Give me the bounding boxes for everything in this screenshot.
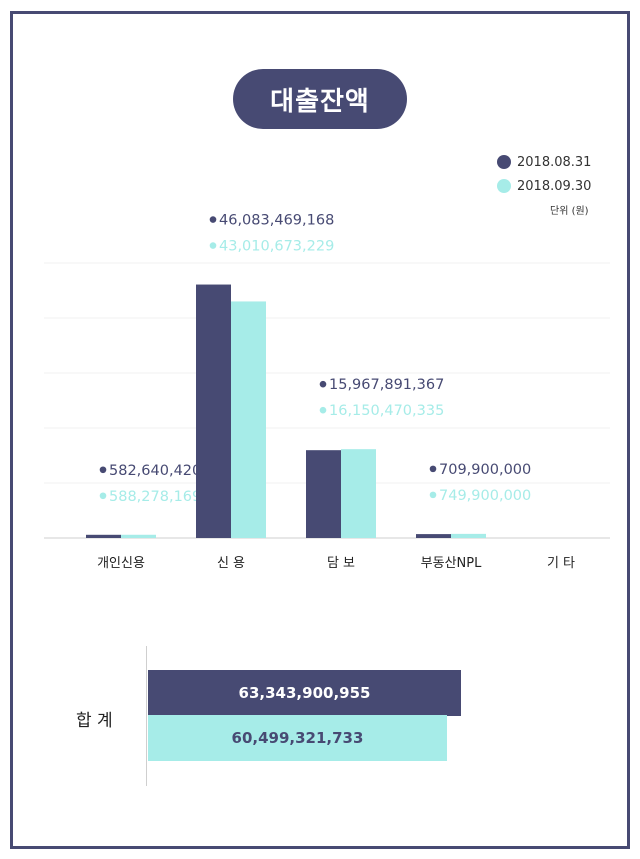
- data-label: 46,083,469,168: [219, 213, 334, 229]
- total-bar-series2: 60,499,321,733: [148, 715, 447, 761]
- x-tick-label: 개인신용: [97, 556, 145, 571]
- data-label-dot: [429, 465, 437, 473]
- data-label: 43,010,673,229: [219, 239, 334, 255]
- data-label-dot: [99, 492, 107, 500]
- bar-1-0: [86, 534, 121, 538]
- legend-label-series1: 2018.08.31: [517, 154, 592, 170]
- totals-label: 합 계: [76, 711, 113, 731]
- bar-2-0: [121, 534, 156, 538]
- total-value-series1: 63,343,900,955: [238, 684, 371, 702]
- bar-2-3: [451, 533, 486, 538]
- data-label: 16,150,470,335: [329, 403, 444, 419]
- data-label: 582,640,420: [109, 463, 201, 479]
- data-label-dot: [429, 491, 437, 499]
- data-label-dot: [319, 406, 327, 414]
- legend-item-series2: 2018.09.30: [497, 174, 591, 198]
- x-tick-label: 기 타: [547, 556, 575, 571]
- legend-item-series1: 2018.08.31: [497, 150, 591, 174]
- data-label-dot: [209, 216, 217, 223]
- data-label-dot: [209, 242, 217, 249]
- legend: 2018.08.31 2018.09.30: [497, 150, 591, 198]
- total-bar-series1: 63,343,900,955: [148, 670, 461, 716]
- data-label: 709,900,000: [439, 462, 531, 478]
- x-tick-label: 부동산NPL: [421, 556, 482, 571]
- bar-chart: 개인신용 582,640,420 588,278,169 신 용 46,083,469,…: [44, 213, 610, 571]
- legend-swatch-series2: [497, 179, 511, 193]
- bar-1-1: [196, 284, 231, 538]
- bar-1-3: [416, 534, 451, 538]
- data-label-dot: [319, 380, 327, 388]
- bar-2-1: [231, 301, 266, 538]
- bar-1-2: [306, 450, 341, 538]
- legend-swatch-series1: [497, 155, 511, 169]
- total-value-series2: 60,499,321,733: [231, 729, 364, 747]
- data-label: 588,278,169: [109, 489, 201, 505]
- data-label-dot: [99, 466, 107, 474]
- data-label: 749,900,000: [439, 488, 531, 504]
- data-label: 15,967,891,367: [329, 377, 444, 393]
- x-tick-label: 신 용: [217, 556, 245, 571]
- legend-label-series2: 2018.09.30: [517, 178, 592, 194]
- unit-label: 단위 (원): [550, 206, 589, 217]
- totals-axis: [146, 646, 147, 786]
- chart-title: 대출잔액: [233, 69, 407, 129]
- bar-2-2: [341, 449, 376, 538]
- x-tick-label: 담 보: [327, 556, 355, 571]
